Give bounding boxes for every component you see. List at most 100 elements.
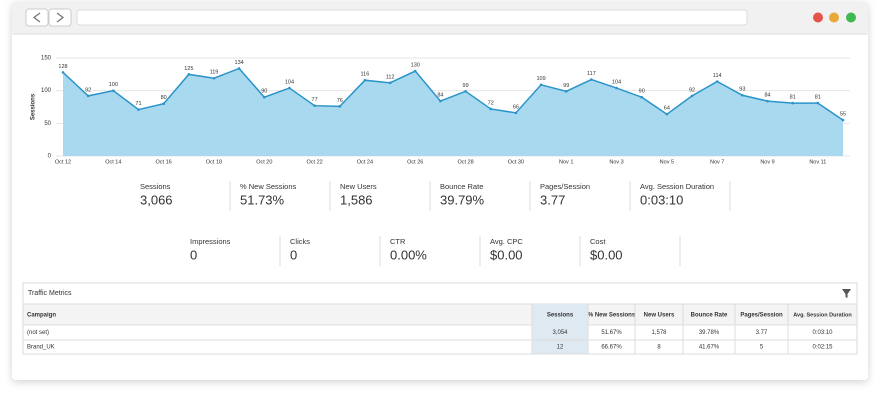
maximize-dot[interactable] <box>846 12 856 23</box>
column-header: Campaign <box>27 313 56 319</box>
point <box>413 69 417 73</box>
sorted-column <box>532 304 588 354</box>
x-tick-label: Nov 3 <box>609 159 623 165</box>
x-tick-label: Oct 30 <box>508 159 524 165</box>
metric-label: Sessions <box>140 182 171 191</box>
data-label: 72 <box>488 100 494 106</box>
data-label: 81 <box>815 95 821 101</box>
x-tick-label: Nov 1 <box>559 159 573 165</box>
y-tick-label: 100 <box>41 88 52 94</box>
point <box>841 118 845 122</box>
point <box>439 99 442 103</box>
data-label: 81 <box>790 95 796 101</box>
metric-value: 0 <box>290 247 297 262</box>
y-tick-label: 50 <box>44 121 51 127</box>
metric-value: 0:03:10 <box>640 192 683 207</box>
table-cell: Brand_UK <box>27 345 55 351</box>
back-button[interactable] <box>25 8 49 27</box>
close-dot[interactable] <box>813 12 823 23</box>
line <box>62 67 844 121</box>
x-tick-label: Oct 16 <box>156 159 172 165</box>
metric-label: New Users <box>340 182 377 191</box>
point <box>690 94 694 98</box>
metric-label: CTR <box>390 237 406 246</box>
data-label: 130 <box>411 63 420 69</box>
metric-label: Clicks <box>290 237 310 246</box>
filter-icon <box>842 289 851 298</box>
y-tick-label: 150 <box>41 56 52 62</box>
data-label: 125 <box>184 66 193 72</box>
minimize-dot[interactable] <box>829 12 839 23</box>
table-cell: 5 <box>760 345 764 351</box>
point <box>338 105 342 108</box>
metric-value: $0.00 <box>590 247 623 262</box>
table-title: Traffic Metrics <box>28 290 72 297</box>
table-cell: 12 <box>557 345 564 351</box>
point <box>162 102 165 106</box>
x-tick-label: Oct 26 <box>407 159 423 165</box>
metric-value: 3.77 <box>540 192 565 207</box>
data-label: 77 <box>312 97 318 103</box>
metric-label: % New Sessions <box>240 182 297 191</box>
point <box>640 95 644 99</box>
x-tick-label: Nov 5 <box>660 159 674 165</box>
metric-value: 3,066 <box>140 192 173 207</box>
data-label: 64 <box>664 106 670 112</box>
column-header: Sessions <box>547 313 574 319</box>
column-header: Bounce Rate <box>691 313 728 319</box>
forward-button[interactable] <box>48 8 72 27</box>
address-bar[interactable] <box>76 9 748 26</box>
column-header: Pages/Session <box>740 313 783 319</box>
x-tick-label: Oct 18 <box>206 159 222 165</box>
data-label: 128 <box>58 64 67 70</box>
table-cell: 66.67% <box>601 345 622 351</box>
data-label: 117 <box>587 71 596 77</box>
metric-value: 0 <box>190 247 197 262</box>
point <box>61 71 65 74</box>
x-tick-label: Oct 22 <box>307 159 323 165</box>
metric-label: Avg. Session Duration <box>640 182 714 191</box>
table-cell: 3.77 <box>756 330 768 336</box>
metric-label: Pages/Session <box>540 182 590 191</box>
point <box>590 78 593 81</box>
metric-label: Avg. CPC <box>490 237 523 246</box>
point <box>137 108 140 111</box>
point <box>514 111 518 115</box>
y-tick-label: 0 <box>48 154 52 160</box>
table-cell: 8 <box>657 345 661 351</box>
point <box>388 81 392 85</box>
table-cell: 39.78% <box>699 330 720 336</box>
data-label: 104 <box>612 80 621 86</box>
data-label: 116 <box>361 72 370 78</box>
data-label: 114 <box>713 73 722 79</box>
point <box>564 90 568 93</box>
point <box>212 76 216 80</box>
data-label: 92 <box>85 87 91 93</box>
metric-value: $0.00 <box>490 247 523 262</box>
point <box>816 101 820 105</box>
x-tick-label: Nov 7 <box>710 159 724 165</box>
point <box>363 78 367 82</box>
x-tick-label: Oct 24 <box>357 159 373 165</box>
metric-label: Cost <box>590 237 606 246</box>
data-label: 99 <box>563 83 569 89</box>
data-label: 84 <box>437 93 443 99</box>
data-label: 84 <box>764 93 770 99</box>
metric-value: 0.00% <box>390 247 427 262</box>
point <box>86 94 90 98</box>
data-label: 71 <box>135 101 141 107</box>
point <box>489 107 493 111</box>
data-label: 99 <box>463 83 469 89</box>
point <box>741 93 744 97</box>
point <box>715 80 719 83</box>
back-icon <box>32 12 41 23</box>
point <box>791 101 794 105</box>
data-label: 109 <box>536 76 545 82</box>
data-label: 134 <box>235 60 244 66</box>
column-header: Avg. Session Duration <box>793 312 852 318</box>
point <box>313 104 316 107</box>
point <box>665 112 669 116</box>
point <box>262 95 266 99</box>
